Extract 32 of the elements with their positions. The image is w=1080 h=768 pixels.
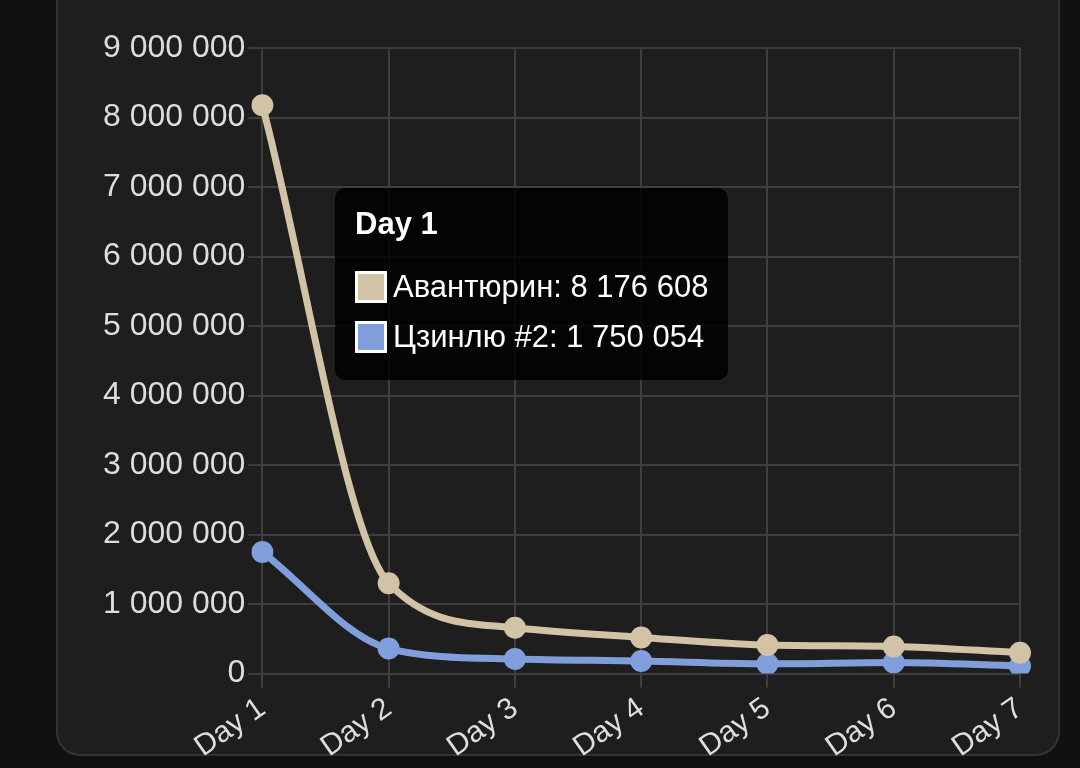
point xyxy=(756,652,779,674)
point xyxy=(1009,641,1031,664)
y-tick-label: 4 000 000 xyxy=(103,375,246,412)
point xyxy=(503,616,526,639)
y-tick-label: 8 000 000 xyxy=(103,97,246,134)
point xyxy=(630,650,653,673)
annotation: Цзинлю #2: 1 750 054 xyxy=(393,319,705,355)
y-tick-label: 1 000 000 xyxy=(103,583,246,620)
point xyxy=(503,647,526,670)
y-tick-label: 6 000 000 xyxy=(103,236,246,273)
y-tick-label: 2 000 000 xyxy=(103,514,246,551)
point xyxy=(251,540,274,563)
y-tick-label: 5 000 000 xyxy=(103,305,246,342)
x-tick-label: Day 6 xyxy=(818,689,902,762)
point xyxy=(377,572,400,595)
x-tick-label: Day 5 xyxy=(692,689,776,762)
x-tick-label: Day 2 xyxy=(313,689,397,762)
annotation: Авантюрин: 8 176 608 xyxy=(393,269,709,305)
point xyxy=(882,635,905,658)
x-tick-label: Day 4 xyxy=(566,689,650,762)
y-tick-label: 9 000 000 xyxy=(103,27,246,64)
point xyxy=(630,626,653,649)
point xyxy=(756,634,779,657)
y-tick-label: 0 xyxy=(227,653,246,690)
y-tick-label: 3 000 000 xyxy=(103,444,246,481)
x-tick-label: Day 3 xyxy=(439,689,524,762)
x-tick-label: Day 1 xyxy=(187,689,271,762)
y-tick-label: 7 000 000 xyxy=(103,166,246,203)
x-tick-label: Day 7 xyxy=(945,689,1029,762)
annotation: Day 1 xyxy=(355,206,439,242)
point xyxy=(251,94,274,117)
point xyxy=(377,637,400,660)
